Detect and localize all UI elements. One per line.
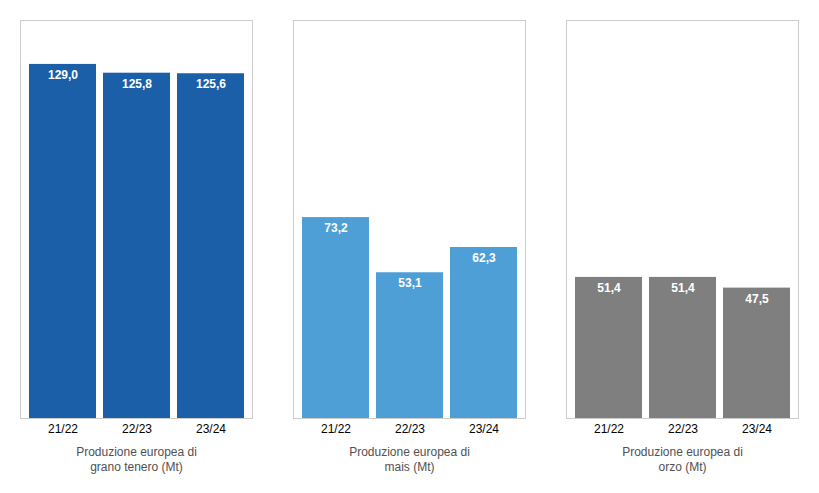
svg-text:Produzione europea digrano ten: Produzione europea digrano tenero (Mt) — [76, 445, 197, 475]
svg-text:23/24: 23/24 — [742, 422, 772, 436]
svg-text:62,3: 62,3 — [472, 251, 496, 265]
svg-text:51,4: 51,4 — [597, 281, 621, 295]
svg-text:129,0: 129,0 — [48, 68, 78, 82]
svg-text:21/22: 21/22 — [48, 422, 78, 436]
svg-text:21/22: 21/22 — [594, 422, 624, 436]
svg-text:125,8: 125,8 — [122, 77, 152, 91]
svg-text:Produzione europea diorzo (Mt): Produzione europea diorzo (Mt) — [622, 445, 743, 475]
svg-text:22/23: 22/23 — [122, 422, 152, 436]
svg-text:23/24: 23/24 — [196, 422, 226, 436]
svg-text:51,4: 51,4 — [671, 281, 695, 295]
svg-text:22/23: 22/23 — [668, 422, 698, 436]
svg-text:Produzione europea dimais (Mt): Produzione europea dimais (Mt) — [349, 445, 470, 475]
svg-text:22/23: 22/23 — [395, 422, 425, 436]
svg-text:21/22: 21/22 — [321, 422, 351, 436]
svg-text:23/24: 23/24 — [469, 422, 499, 436]
svg-text:47,5: 47,5 — [745, 292, 769, 306]
svg-text:53,1: 53,1 — [398, 276, 422, 290]
svg-text:73,2: 73,2 — [324, 221, 348, 235]
svg-text:125,6: 125,6 — [196, 77, 226, 91]
